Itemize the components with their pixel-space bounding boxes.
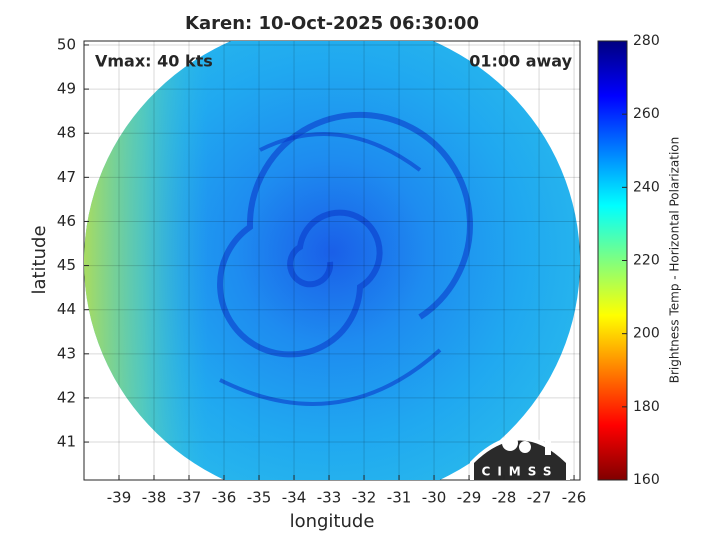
y-tick-label: 42 [57, 388, 76, 406]
image [84, 41, 580, 480]
annotation: Vmax: 40 kts [95, 52, 213, 71]
x-tick-label: -29 [457, 489, 482, 507]
spiral [217, 111, 473, 406]
colorbar-tick-label: 180 [633, 399, 660, 415]
colorbar-tick-label: 260 [633, 106, 660, 122]
colorbar-tick-label: 200 [633, 326, 660, 342]
x-tick-label: -35 [247, 489, 272, 507]
colorbar-tick-label: 160 [633, 472, 660, 488]
logo: CIMSS [470, 424, 570, 480]
colorbar-label: Brightness Temp - Horizontal Polarizatio… [668, 137, 682, 384]
x-tick-label: -33 [317, 489, 342, 507]
x-tick-label: -39 [107, 489, 132, 507]
y-tick-label: 46 [57, 212, 76, 230]
x-tick-label: -32 [352, 489, 377, 507]
x-tick-label: -30 [422, 489, 447, 507]
x-tick-label: -26 [562, 489, 587, 507]
x-tick-label: -37 [177, 489, 202, 507]
x-tick-label: -27 [527, 489, 552, 507]
x-axis-label: longitude [290, 511, 375, 532]
swath-edge [84, 41, 580, 480]
x-tick-label: -34 [282, 489, 307, 507]
x-tick-label: -36 [212, 489, 237, 507]
y-tick-label: 44 [57, 300, 76, 318]
y-axis-label: latitude [29, 225, 50, 294]
annotation: 01:00 away [469, 52, 572, 71]
y-tick-label: 49 [57, 80, 76, 98]
x-tick-label: -28 [492, 489, 517, 507]
chart-title: Karen: 10-Oct-2025 06:30:00 [185, 13, 479, 34]
colorbar-tick-label: 240 [633, 179, 660, 195]
y-tick-label: 48 [57, 124, 76, 142]
x-tick-label: -38 [142, 489, 167, 507]
y-tick-label: 50 [57, 35, 76, 53]
y-tick-label: 41 [57, 433, 76, 451]
x-tick-label: -31 [387, 489, 412, 507]
y-tick-label: 43 [57, 344, 76, 362]
colorbar-tick-label: 280 [633, 33, 660, 49]
logo-text: CIMSS [482, 465, 559, 479]
colorbar-tick-label: 220 [633, 253, 660, 269]
y-tick-label: 45 [57, 256, 76, 274]
y-tick-label: 47 [57, 168, 76, 186]
